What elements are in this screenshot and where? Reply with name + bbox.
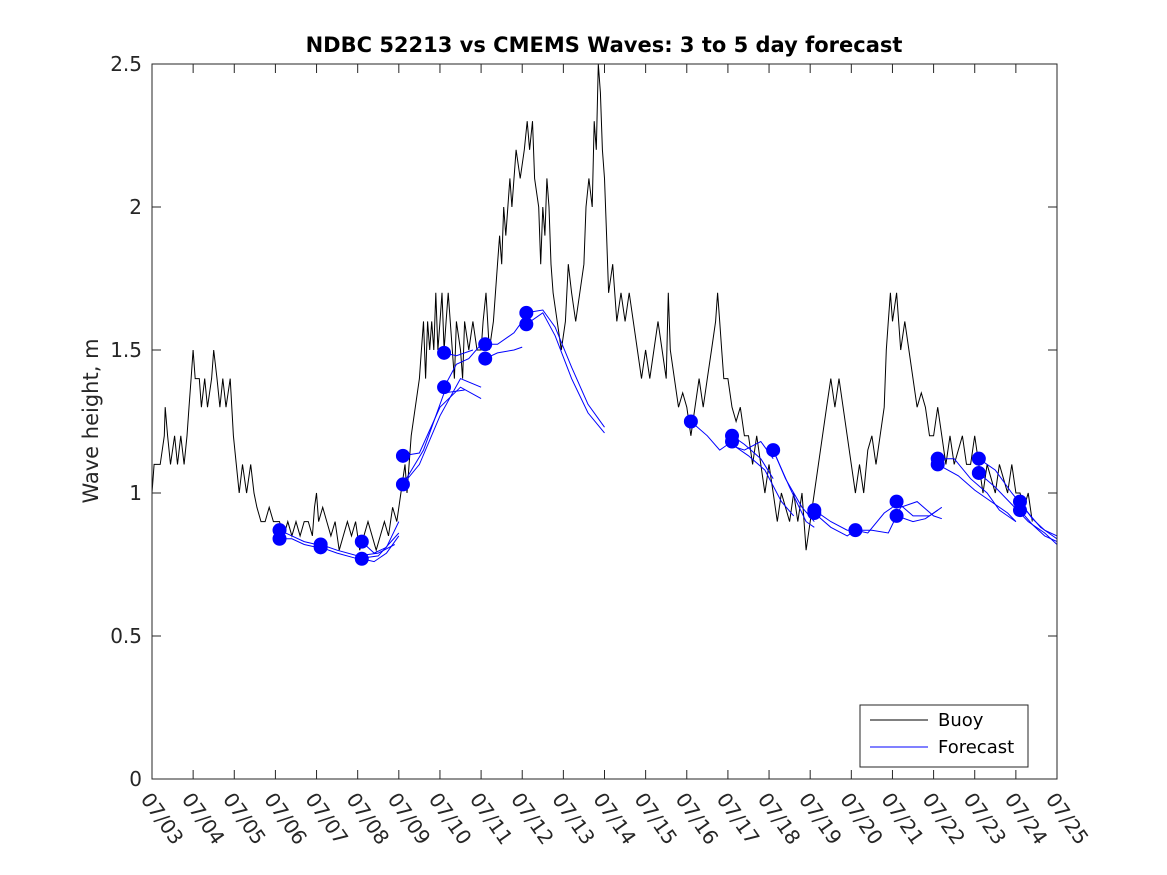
y-tick-label: 1.5 <box>110 338 142 362</box>
forecast-start-marker-26 <box>971 465 986 480</box>
forecast-start-marker-22 <box>889 508 904 523</box>
forecast-start-marker-8 <box>437 380 452 395</box>
series-line-forecast-14 <box>526 309 605 428</box>
forecast-start-marker-21 <box>889 494 904 509</box>
series-line-forecast-7 <box>402 377 482 485</box>
series-line-forecast-8 <box>402 389 465 485</box>
series-line-forecast-26 <box>937 458 1017 523</box>
series-line-forecast-13 <box>526 312 605 434</box>
forecast-start-marker-11 <box>478 351 493 366</box>
series-line-forecast-25 <box>896 509 938 523</box>
forecast-start-marker-1 <box>272 523 287 538</box>
series-line-forecast-9 <box>443 343 482 388</box>
forecast-start-marker-28 <box>1012 503 1027 518</box>
legend-box <box>859 704 1029 768</box>
forecast-start-marker-6 <box>395 448 410 463</box>
forecast-start-marker-20 <box>848 523 863 538</box>
forecast-start-marker-16 <box>725 434 740 449</box>
y-tick-label: 2.5 <box>110 52 142 76</box>
forecast-start-marker-3 <box>313 537 328 552</box>
forecast-start-marker-7 <box>395 477 410 492</box>
legend: Buoy Forecast <box>859 704 1029 768</box>
forecast-start-marker-4 <box>354 534 369 549</box>
forecast-start-marker-25 <box>971 451 986 466</box>
forecast-start-marker-5 <box>354 551 369 566</box>
series-layer <box>152 64 1057 566</box>
series-line-forecast-6 <box>402 386 482 457</box>
series-line-buoy <box>152 64 1033 553</box>
forecast-start-marker-24 <box>930 457 945 472</box>
y-tick-label: 0.5 <box>110 624 142 648</box>
forecast-start-marker-17 <box>766 443 781 458</box>
series-line-forecast-23 <box>855 501 942 534</box>
series-line-forecast-4 <box>361 521 400 554</box>
forecast-start-marker-19 <box>807 506 822 521</box>
y-tick-label: 0 <box>129 767 142 791</box>
series-line-forecast-17 <box>731 443 795 517</box>
y-tick-label: 2 <box>129 195 142 219</box>
series-line-forecast-31 <box>1019 509 1057 543</box>
legend-label-buoy: Buoy <box>938 710 984 731</box>
forecast-start-marker-14 <box>683 414 698 429</box>
y-axis-label: Wave height, m <box>79 338 103 503</box>
series-line-forecast-19 <box>772 449 815 528</box>
forecast-start-marker-9 <box>437 345 452 360</box>
chart-title: NDBC 52213 vs CMEMS Waves: 3 to 5 day fo… <box>306 33 903 57</box>
forecast-start-marker-13 <box>519 305 534 320</box>
y-tick-label: 1 <box>129 481 142 505</box>
legend-label-forecast: Forecast <box>938 737 1014 758</box>
forecast-start-marker-10 <box>478 337 493 352</box>
plot-area <box>152 64 1057 779</box>
series-line-forecast-27 <box>937 463 1017 522</box>
